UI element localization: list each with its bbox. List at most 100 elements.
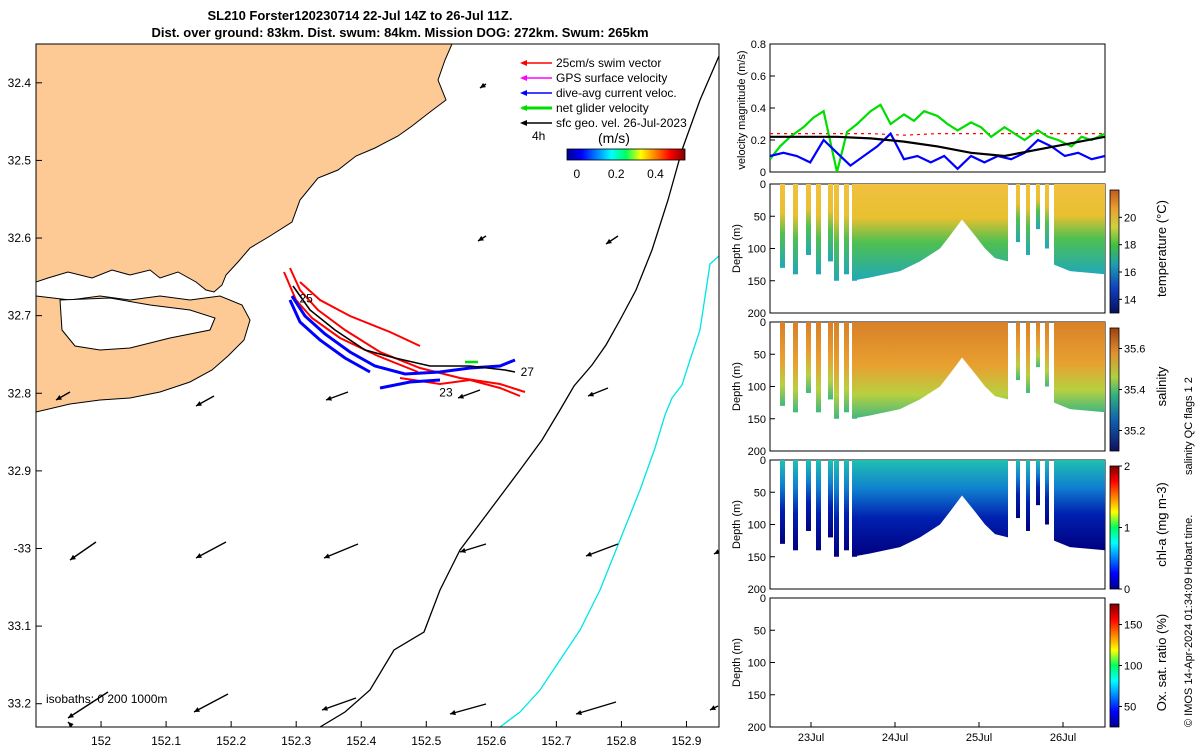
depth-ylabel: Depth (m) (731, 638, 743, 687)
profile-column (793, 460, 798, 551)
legend-label: net glider velocity (556, 101, 649, 115)
cbar-label: salinity (1154, 366, 1169, 406)
lat-tick-label: 32.5 (8, 153, 32, 167)
geo-arrow-head (56, 395, 62, 400)
profile-curtain (852, 460, 1008, 557)
chart-title: SL210 Forster120230714 22-Jul 14Z to 26-… (207, 8, 513, 23)
profile-column (780, 322, 785, 406)
depth-colorbar (1109, 465, 1120, 590)
glider-track (292, 285, 516, 373)
depth-tick-label: 200 (748, 584, 766, 596)
profile-column (1036, 322, 1040, 368)
velocity-ylabel: velocity magnitude (m/s) (736, 50, 748, 169)
geo-arrow-head (714, 549, 719, 554)
geo-arrow-head (588, 391, 594, 397)
lat-tick-label: 33.2 (8, 697, 32, 711)
velocity-line (770, 131, 1105, 171)
depth-tick-label: 100 (748, 244, 766, 256)
profile-column (816, 322, 821, 413)
depth-tick-label: 200 (748, 446, 766, 458)
depth-tick-label: 100 (748, 382, 766, 394)
track-day-labels: 25 27 23 (299, 291, 534, 399)
geo-arrow (449, 703, 487, 715)
time-tick-label: 25Jul (966, 732, 992, 744)
velocity-ytick-label: 0.2 (751, 135, 766, 147)
time-tick-label: 24Jul (882, 732, 908, 744)
cbar-tick-label: 2 (1124, 461, 1130, 473)
profile-curtain (1054, 460, 1105, 551)
land-mass (36, 44, 453, 293)
profile-column (844, 460, 849, 551)
depth-panel-chla: 0 50 100 150 200 Depth (m) 0 1 2 chl-a (mg m-3) (731, 455, 1169, 596)
legend-swatch-head (520, 105, 527, 111)
geo-arrow-head (196, 553, 202, 558)
profile-curtain (1054, 184, 1105, 275)
lat-tick-label: 32.4 (8, 76, 32, 90)
cbar-label: chl-a (mg m-3) (1154, 482, 1169, 567)
depth-ylabel: Depth (m) (731, 500, 743, 549)
lat-tick-label: 32.9 (8, 464, 32, 478)
legend-swatch-head (520, 75, 527, 81)
profile-column (844, 322, 849, 413)
profile-column (793, 184, 798, 275)
depth-tick-label: 200 (748, 308, 766, 320)
profile-column (780, 460, 785, 544)
lat-tick-labels: 32.4 32.5 32.6 32.7 32.8 32.9 -33 33.1 33.2 (8, 76, 42, 711)
lon-tick-label: 152.4 (346, 734, 376, 748)
colorbar-unit: (m/s) (598, 130, 630, 146)
profile-column (834, 460, 839, 557)
depth-panel-salinity: 0 50 100 150 200 Depth (m) 35.2 35.4 35.6 salinit… (731, 317, 1169, 458)
geo-arrow-head (460, 547, 466, 553)
profile-column (834, 322, 839, 419)
colorbar-tick-label: 0.2 (608, 167, 625, 181)
profile-column (1026, 460, 1030, 531)
cbar-tick-label: 150 (1124, 620, 1142, 632)
depth-tick-label: 100 (748, 520, 766, 532)
geo-arrow (195, 541, 227, 559)
depth-tick-label: 150 (748, 552, 766, 564)
velocity-ytick-label: 0.4 (751, 103, 766, 115)
cbar-tick-label: 1 (1124, 523, 1130, 535)
depth-tick-label: 0 (760, 179, 766, 191)
geo-arrow-head (480, 82, 486, 88)
profile-column (780, 184, 785, 268)
depth-tick-label: 50 (754, 211, 766, 223)
profile-column (1016, 184, 1020, 243)
depth-colorbar (1109, 189, 1120, 314)
lat-tick-label: 32.8 (8, 386, 32, 400)
depth-tick-label: 200 (748, 722, 766, 734)
colorbar-tick-label: 0.4 (647, 167, 664, 181)
depth-tick-label: 0 (760, 317, 766, 329)
velocity-ticks: 0 0.2 0.4 0.6 0.8 (751, 39, 775, 179)
geo-arrow-head (324, 553, 330, 559)
cbar-tick-label: 35.6 (1124, 344, 1145, 356)
depth-tick-label: 0 (760, 593, 766, 605)
footer-credit: © IMOS 14-Apr-2024 01:34:09 Hobart time. (1183, 515, 1195, 727)
legend-swatch-head (520, 60, 527, 66)
velocity-ytick-label: 0.8 (751, 39, 766, 51)
geo-arrow-head (196, 401, 202, 406)
geo-arrow-head (710, 705, 716, 710)
profile-curtain (852, 322, 1008, 419)
geo-arrow-head (68, 722, 74, 727)
lat-tick-label: -33 (14, 541, 32, 555)
velocity-series (770, 103, 1105, 172)
map-panel: 25 27 23 152 152.1 152.2 152.3 152.4 152.5 152.6… (8, 43, 720, 748)
geo-arrow-head (326, 395, 332, 401)
velocity-ytick-label: 0 (760, 167, 766, 179)
profile-column (844, 184, 849, 275)
cbar-label: Ox. sat. ratio (%) (1154, 614, 1169, 712)
profile-column (806, 184, 811, 255)
legend-swatch-head (520, 90, 527, 96)
track-day-label: 27 (521, 365, 535, 379)
swim-vectors (283, 267, 526, 397)
geo-arrow-head (68, 712, 74, 718)
velocity-ytick-label: 0.6 (751, 71, 766, 83)
isobath-label: isobaths: 0 200 1000m (46, 692, 167, 706)
lon-tick-label: 152.3 (281, 734, 311, 748)
track-day-label: 25 (299, 291, 313, 305)
lon-tick-label: 152 (91, 734, 111, 748)
depth-tick-label: 150 (748, 276, 766, 288)
isobath-1000m (499, 255, 719, 727)
